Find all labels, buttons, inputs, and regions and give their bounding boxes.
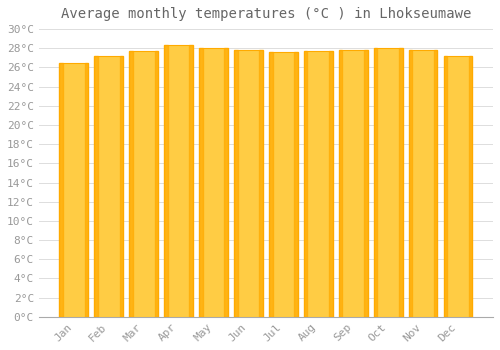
Bar	[154, 51, 158, 317]
Bar	[364, 50, 368, 317]
Bar	[234, 50, 263, 317]
Bar	[224, 48, 228, 317]
Bar	[164, 46, 168, 317]
Bar	[84, 63, 88, 317]
Bar	[94, 56, 98, 317]
Bar	[60, 63, 88, 317]
Bar	[260, 50, 263, 317]
Bar	[409, 50, 438, 317]
Bar	[199, 48, 202, 317]
Bar	[130, 51, 158, 317]
Bar	[339, 50, 342, 317]
Bar	[60, 63, 63, 317]
Bar	[374, 48, 402, 317]
Bar	[234, 50, 237, 317]
Bar	[374, 48, 378, 317]
Bar	[120, 56, 123, 317]
Bar	[399, 48, 402, 317]
Bar	[444, 56, 447, 317]
Bar	[469, 56, 472, 317]
Bar	[329, 51, 332, 317]
Bar	[164, 46, 193, 317]
Bar	[434, 50, 438, 317]
Bar	[444, 56, 472, 317]
Bar	[269, 52, 272, 317]
Bar	[304, 51, 308, 317]
Bar	[304, 51, 332, 317]
Bar	[294, 52, 298, 317]
Bar	[94, 56, 123, 317]
Title: Average monthly temperatures (°C ) in Lhokseumawe: Average monthly temperatures (°C ) in Lh…	[60, 7, 471, 21]
Bar	[199, 48, 228, 317]
Bar	[130, 51, 133, 317]
Bar	[190, 46, 193, 317]
Bar	[339, 50, 368, 317]
Bar	[269, 52, 298, 317]
Bar	[409, 50, 412, 317]
